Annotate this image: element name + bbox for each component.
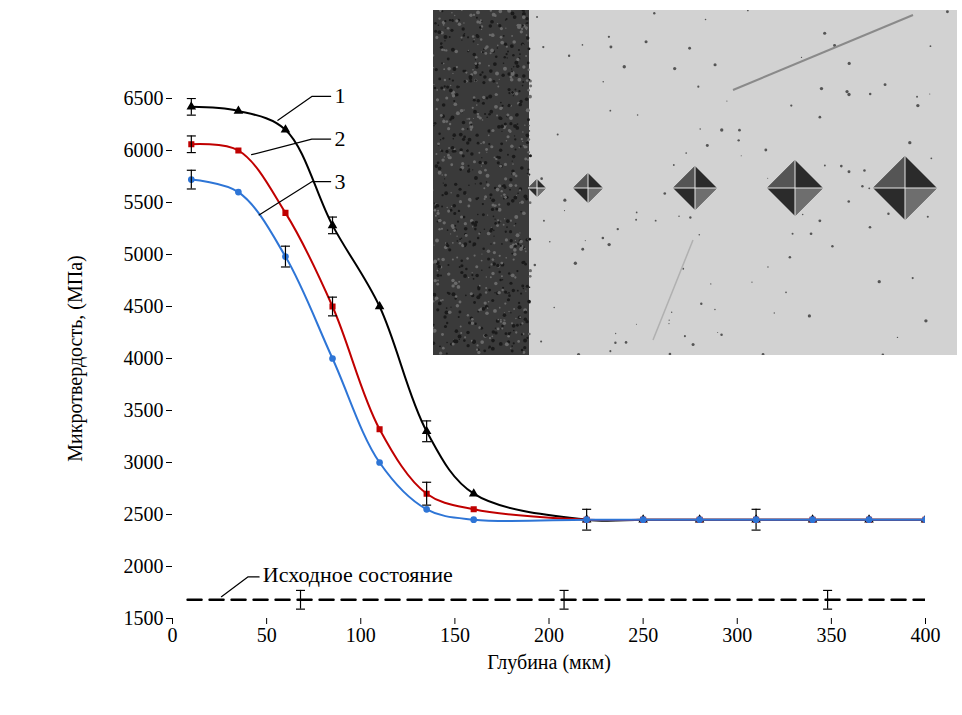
svg-text:3: 3 — [334, 169, 345, 194]
svg-text:100: 100 — [346, 624, 376, 646]
svg-text:3500: 3500 — [124, 399, 164, 421]
svg-text:150: 150 — [440, 624, 470, 646]
svg-text:Глубина (мкм): Глубина (мкм) — [487, 651, 611, 674]
svg-text:300: 300 — [722, 624, 752, 646]
svg-text:250: 250 — [628, 624, 658, 646]
svg-text:0: 0 — [168, 624, 178, 646]
svg-text:Микротвердость, (МПа): Микротвердость, (МПа) — [64, 255, 87, 461]
svg-text:350: 350 — [816, 624, 846, 646]
svg-text:50: 50 — [257, 624, 277, 646]
svg-text:4000: 4000 — [124, 347, 164, 369]
svg-text:2: 2 — [334, 126, 345, 151]
svg-text:2500: 2500 — [124, 503, 164, 525]
svg-text:5000: 5000 — [124, 243, 164, 265]
svg-text:400: 400 — [911, 624, 941, 646]
svg-text:6500: 6500 — [124, 87, 164, 109]
svg-text:3000: 3000 — [124, 451, 164, 473]
svg-text:200: 200 — [534, 624, 564, 646]
svg-text:4500: 4500 — [124, 295, 164, 317]
svg-text:Исходное состояние: Исходное состояние — [263, 562, 453, 587]
svg-text:1: 1 — [334, 83, 345, 108]
svg-text:1500: 1500 — [124, 607, 164, 629]
svg-text:6000: 6000 — [124, 139, 164, 161]
svg-text:5500: 5500 — [124, 191, 164, 213]
svg-text:2000: 2000 — [124, 555, 164, 577]
